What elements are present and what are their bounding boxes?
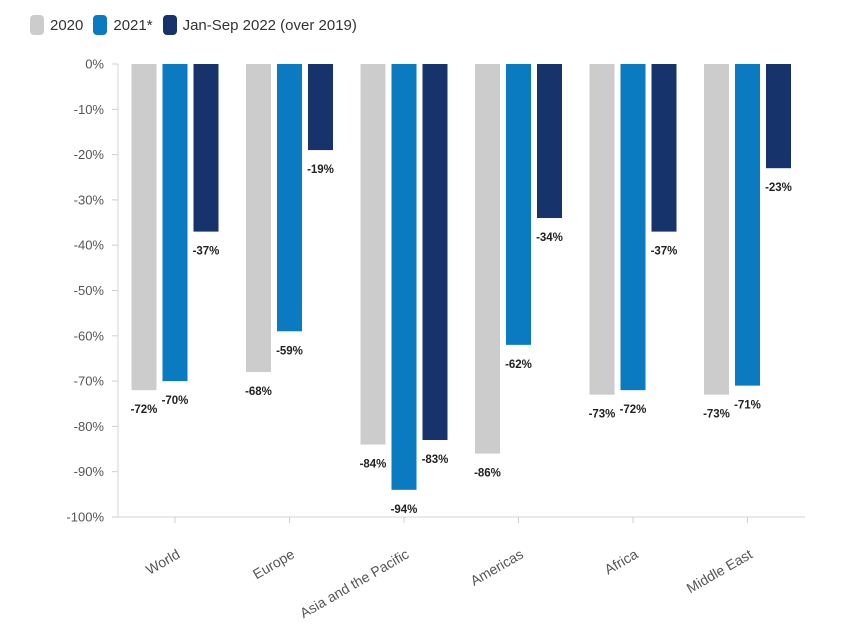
- bar-series1-3: [506, 64, 531, 345]
- legend-swatch-2021: [93, 15, 108, 35]
- y-tick-label: -50%: [74, 283, 105, 298]
- legend-item-2022[interactable]: Jan-Sep 2022 (over 2019): [162, 15, 357, 35]
- data-label-series0-0: -72%: [131, 404, 158, 416]
- y-tick-label: -10%: [74, 102, 105, 117]
- x-category-label: Europe: [250, 546, 297, 583]
- x-category-label: Middle East: [684, 546, 755, 596]
- legend-label-2022: Jan-Sep 2022 (over 2019): [182, 16, 357, 34]
- data-label-series1-0: -70%: [162, 395, 189, 407]
- data-label-series0-3: -86%: [474, 468, 501, 480]
- bar-series1-2: [391, 64, 417, 490]
- x-category-label: Africa: [601, 546, 640, 578]
- legend-swatch-2022: [162, 15, 177, 35]
- bar-series1-4: [620, 64, 646, 391]
- data-label-series1-3: -62%: [505, 359, 532, 371]
- data-label-series2-2: -83%: [422, 454, 449, 466]
- y-tick-label: -70%: [74, 374, 105, 389]
- bar-series0-2: [360, 64, 386, 445]
- data-label-series0-2: -84%: [360, 459, 387, 471]
- bar-series1-5: [735, 64, 760, 386]
- x-category-label: Americas: [467, 546, 526, 589]
- legend-label-2021: 2021*: [113, 16, 153, 34]
- legend-label-2020: 2020: [50, 16, 84, 34]
- bar-series0-4: [589, 64, 615, 395]
- legend-swatch-2020: [30, 15, 44, 35]
- bar-series2-4: [651, 64, 677, 232]
- data-label-series2-5: -23%: [765, 182, 792, 194]
- bar-series1-0: [162, 64, 188, 382]
- y-tick-label: -20%: [74, 147, 105, 162]
- y-tick-label: -30%: [74, 192, 105, 207]
- bar-series0-3: [475, 64, 500, 454]
- bar-series2-1: [308, 64, 333, 151]
- bar-series2-2: [422, 64, 448, 440]
- y-tick-label: -60%: [74, 328, 105, 343]
- y-tick-label: 0%: [85, 57, 104, 72]
- data-label-series0-1: -68%: [245, 386, 272, 398]
- data-label-series1-1: -59%: [276, 345, 303, 357]
- bar-series0-0: [131, 64, 157, 391]
- data-label-series2-0: -37%: [193, 246, 220, 258]
- x-category-label: Asia and the Pacific: [297, 546, 411, 621]
- legend-item-2020[interactable]: 2020: [30, 15, 83, 35]
- legend: 2020 2021* Jan-Sep 2022 (over 2019): [30, 15, 367, 35]
- y-tick-label: -80%: [74, 419, 105, 434]
- data-label-series2-1: -19%: [307, 164, 334, 176]
- bar-series2-0: [193, 64, 219, 232]
- y-tick-label: -90%: [74, 464, 105, 479]
- data-label-series2-3: -34%: [536, 232, 563, 244]
- bar-series0-1: [246, 64, 271, 373]
- bar-series2-5: [766, 64, 791, 169]
- data-label-series0-4: -73%: [589, 409, 616, 421]
- data-label-series1-5: -71%: [734, 400, 761, 412]
- y-tick-label: -100%: [66, 510, 104, 525]
- x-category-label: World: [143, 546, 182, 578]
- data-label-series1-4: -72%: [620, 404, 647, 416]
- bar-series0-5: [704, 64, 729, 395]
- data-label-series0-5: -73%: [703, 409, 730, 421]
- y-tick-label: -40%: [74, 238, 105, 253]
- bar-series2-3: [537, 64, 562, 219]
- data-label-series2-4: -37%: [651, 246, 678, 258]
- data-label-series1-2: -94%: [391, 504, 418, 516]
- bar-series1-1: [277, 64, 302, 332]
- legend-item-2021[interactable]: 2021*: [93, 15, 153, 35]
